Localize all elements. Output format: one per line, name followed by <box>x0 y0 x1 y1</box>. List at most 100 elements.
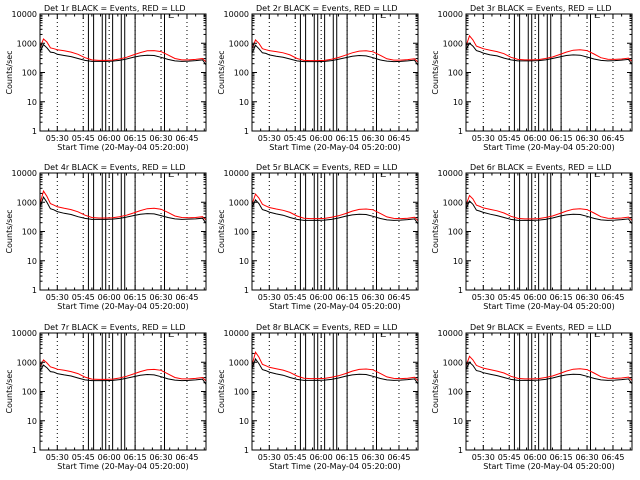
plot-frame <box>39 172 207 291</box>
panel-title: Det 1r BLACK = Events, RED = LLD <box>44 4 186 13</box>
plot-frame <box>465 332 633 451</box>
x-tick-label: 05:45 <box>284 453 307 462</box>
y-axis-label: Counts/sec <box>431 50 440 94</box>
x-tick-label: 06:45 <box>387 134 410 143</box>
x-tick-label: 06:15 <box>550 293 573 302</box>
y-tick-label: 1000 <box>17 198 37 207</box>
x-tick-label: 06:45 <box>601 453 624 462</box>
x-tick-label: 06:45 <box>601 293 624 302</box>
events-series-line <box>39 364 207 385</box>
events-series-line <box>251 357 419 385</box>
x-tick-label: 06:00 <box>98 134 121 143</box>
y-tick-label: 10 <box>453 257 463 266</box>
events-series-line <box>251 44 419 66</box>
panel-title: Det 6r BLACK = Events, RED = LLD <box>470 163 612 172</box>
x-tick-label: 06:15 <box>336 134 359 143</box>
y-tick-label: 10000 <box>438 169 463 178</box>
y-tick-label: 1000 <box>443 358 463 367</box>
events-series-line <box>465 42 633 65</box>
x-tick-label: 06:30 <box>362 453 385 462</box>
plot-frame <box>251 13 419 132</box>
events-series-line <box>465 361 633 385</box>
y-tick-label: 1000 <box>229 198 249 207</box>
y-tick-label: 100 <box>448 228 463 237</box>
x-tick-label: 05:30 <box>472 453 495 462</box>
bracket-mark: ⊏ <box>594 11 601 20</box>
bracket-mark: ⊏ <box>380 330 387 339</box>
x-tick-label: 06:00 <box>524 293 547 302</box>
lld-series-line <box>39 359 207 382</box>
panel-title: Det 9r BLACK = Events, RED = LLD <box>470 323 612 332</box>
lld-series-line <box>251 39 419 63</box>
x-tick-label: 06:15 <box>336 293 359 302</box>
y-tick-label: 10 <box>239 417 249 426</box>
lld-series-line <box>251 193 419 221</box>
y-tick-label: 100 <box>234 388 249 397</box>
panel-title: Det 3r BLACK = Events, RED = LLD <box>470 4 612 13</box>
plot-frame <box>39 13 207 132</box>
y-axis-label: Counts/sec <box>217 50 226 94</box>
y-tick-label: 100 <box>22 228 37 237</box>
y-tick-label: 100 <box>234 69 249 78</box>
y-tick-label: 100 <box>448 69 463 78</box>
y-tick-label: 10 <box>27 417 37 426</box>
lld-series-line <box>465 194 633 221</box>
x-axis-label: Start Time (20-May-04 05:20:00) <box>57 462 188 471</box>
panel-title: Det 4r BLACK = Events, RED = LLD <box>44 163 186 172</box>
y-tick-label: 10 <box>27 257 37 266</box>
x-tick-label: 05:30 <box>258 453 281 462</box>
y-axis-label: Counts/sec <box>217 209 226 253</box>
y-tick-label: 100 <box>448 388 463 397</box>
y-axis-label: Counts/sec <box>217 369 226 413</box>
y-tick-label: 10000 <box>12 169 37 178</box>
x-tick-label: 06:15 <box>124 293 147 302</box>
x-tick-label: 06:30 <box>576 453 599 462</box>
x-axis-label: Start Time (20-May-04 05:20:00) <box>57 302 188 311</box>
x-tick-label: 06:45 <box>387 453 410 462</box>
plot-frame <box>465 13 633 132</box>
y-tick-label: 1 <box>458 127 463 136</box>
y-tick-label: 1000 <box>229 39 249 48</box>
y-axis-label: Counts/sec <box>431 369 440 413</box>
y-tick-label: 10 <box>239 257 249 266</box>
y-tick-label: 1 <box>32 127 37 136</box>
x-tick-label: 06:15 <box>550 134 573 143</box>
x-tick-label: 06:45 <box>175 293 198 302</box>
x-tick-label: 05:30 <box>46 453 69 462</box>
y-tick-label: 10 <box>453 98 463 107</box>
x-tick-label: 05:45 <box>284 134 307 143</box>
x-tick-label: 06:00 <box>524 134 547 143</box>
plot-frame <box>39 332 207 451</box>
x-axis-label: Start Time (20-May-04 05:20:00) <box>57 143 188 152</box>
y-tick-label: 10 <box>453 417 463 426</box>
x-tick-label: 06:00 <box>98 293 121 302</box>
x-tick-label: 05:30 <box>258 134 281 143</box>
x-tick-label: 06:15 <box>336 453 359 462</box>
y-tick-label: 1 <box>32 286 37 295</box>
x-tick-label: 06:15 <box>124 453 147 462</box>
x-tick-label: 06:00 <box>310 293 333 302</box>
y-tick-label: 1 <box>458 446 463 455</box>
y-axis-label: Counts/sec <box>431 209 440 253</box>
bracket-mark: ⊏ <box>594 170 601 179</box>
x-tick-label: 06:30 <box>576 293 599 302</box>
x-tick-label: 05:30 <box>46 293 69 302</box>
panel-title: Det 5r BLACK = Events, RED = LLD <box>256 163 398 172</box>
x-tick-label: 06:45 <box>175 134 198 143</box>
panel-title: Det 8r BLACK = Events, RED = LLD <box>256 323 398 332</box>
y-tick-label: 10000 <box>224 169 249 178</box>
x-tick-label: 06:45 <box>387 293 410 302</box>
x-axis-label: Start Time (20-May-04 05:20:00) <box>269 143 400 152</box>
y-axis-label: Counts/sec <box>5 369 14 413</box>
x-tick-label: 06:00 <box>98 453 121 462</box>
x-axis-label: Start Time (20-May-04 05:20:00) <box>269 302 400 311</box>
x-tick-label: 06:00 <box>524 453 547 462</box>
y-tick-label: 1 <box>458 286 463 295</box>
y-tick-label: 1 <box>244 446 249 455</box>
y-tick-label: 1000 <box>443 198 463 207</box>
events-series-line <box>251 199 419 225</box>
x-tick-label: 05:45 <box>72 293 95 302</box>
y-tick-label: 1 <box>32 446 37 455</box>
x-axis-label: Start Time (20-May-04 05:20:00) <box>269 462 400 471</box>
